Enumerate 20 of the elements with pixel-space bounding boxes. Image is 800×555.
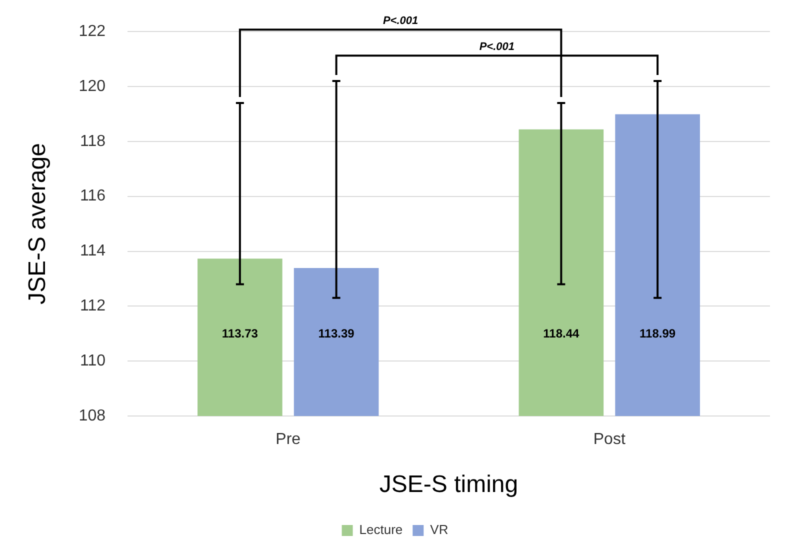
y-tick-label: 112 — [80, 298, 106, 315]
data-label: 113.73 — [222, 326, 258, 340]
x-tick-label: Post — [593, 431, 626, 448]
y-tick-label: 110 — [80, 352, 106, 370]
annotation: P<.001 — [479, 40, 515, 53]
legend-label: VR — [430, 522, 448, 538]
data-label: 118.99 — [640, 326, 676, 340]
x-axis-title: JSE-S timing — [379, 471, 518, 498]
x-tick-label: Pre — [276, 431, 301, 448]
y-tick-label: 118 — [80, 132, 106, 150]
y-tick-label: 116 — [80, 188, 106, 205]
y-tick-label: 120 — [78, 78, 106, 95]
y-tick-label: 108 — [78, 407, 106, 424]
text: P<.001 — [382, 14, 418, 27]
y-tick-label: 122 — [78, 23, 106, 40]
y-axis-title: JSE-S average — [24, 143, 52, 305]
y-tick-label: 114 — [80, 242, 106, 260]
data-label: 118.44 — [543, 326, 580, 340]
data-label: 113.39 — [318, 326, 355, 340]
legend-label: Lecture — [359, 522, 403, 538]
